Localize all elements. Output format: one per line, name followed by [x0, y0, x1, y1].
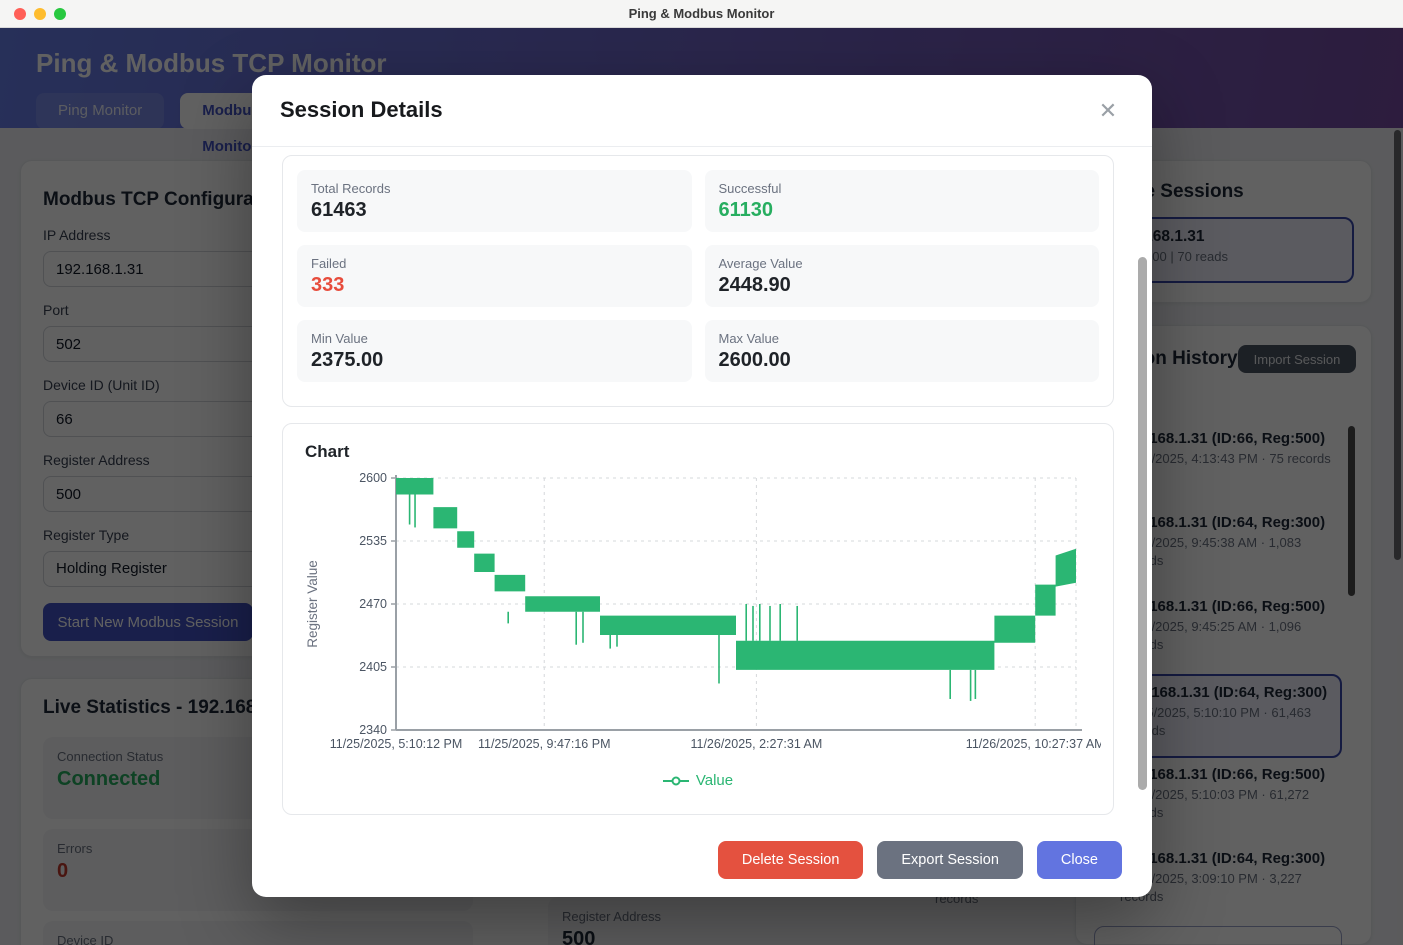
svg-text:2405: 2405: [359, 660, 387, 674]
modal-stat-successful: Successful 61130: [704, 170, 1099, 232]
stat-value: 2448.90: [718, 274, 791, 296]
chart-legend: Value: [283, 772, 1113, 789]
svg-text:2470: 2470: [359, 597, 387, 611]
stat-label: Average Value: [718, 256, 803, 271]
session-details-modal: Session Details ✕ Total Records 61463 Su…: [252, 75, 1152, 897]
svg-text:Register Value: Register Value: [305, 560, 320, 648]
svg-text:2340: 2340: [359, 723, 387, 737]
stat-label: Failed: [311, 256, 347, 271]
modal-header-divider: [252, 146, 1152, 147]
chart-title: Chart: [305, 442, 350, 461]
modal-chart-panel: Chart 2340 2405 2470 2535 2600 11/25/2025, 5:…: [282, 423, 1114, 815]
legend-marker-icon: [662, 776, 689, 785]
stat-label: Max Value: [718, 331, 779, 346]
svg-text:11/26/2025, 2:27:31 AM: 11/26/2025, 2:27:31 AM: [690, 737, 822, 751]
modal-close-button[interactable]: Close: [1036, 841, 1122, 879]
delete-session-button[interactable]: Delete Session: [717, 841, 864, 879]
svg-text:11/26/2025, 10:27:37 AM: 11/26/2025, 10:27:37 AM: [966, 737, 1101, 751]
stat-value: 2375.00: [311, 349, 384, 371]
register-value-chart: 2340 2405 2470 2535 2600 11/25/2025, 5:10:12 …: [291, 468, 1105, 773]
export-session-button[interactable]: Export Session: [877, 841, 1023, 879]
modal-footer: Delete Session Export Session Close: [717, 841, 1122, 879]
window-scrollbar-thumb[interactable]: [1394, 130, 1401, 560]
close-icon[interactable]: ✕: [1092, 95, 1124, 127]
modal-stat-max-value: Max Value 2600.00: [704, 320, 1099, 382]
stat-value: 61130: [718, 199, 774, 221]
svg-text:11/25/2025, 5:10:12 PM: 11/25/2025, 5:10:12 PM: [330, 737, 463, 751]
modal-scrollbar-thumb[interactable]: [1138, 257, 1147, 790]
stat-label: Min Value: [311, 331, 368, 346]
svg-text:2600: 2600: [359, 471, 387, 485]
stat-label: Successful: [718, 181, 782, 196]
titlebar: Ping & Modbus Monitor: [0, 0, 1403, 28]
window-zoom-icon[interactable]: [54, 8, 66, 20]
window-close-icon[interactable]: [14, 8, 26, 20]
stat-label: Total Records: [311, 181, 391, 196]
stat-value: 333: [311, 274, 345, 296]
window-minimize-icon[interactable]: [34, 8, 46, 20]
modal-stat-total-records: Total Records 61463: [297, 170, 692, 232]
stat-value: 61463: [311, 199, 367, 221]
modal-stats-panel: Total Records 61463 Successful 61130 Fai…: [282, 155, 1114, 407]
legend-label: Value: [695, 772, 734, 789]
stat-value: 2600.00: [718, 349, 791, 371]
svg-text:2535: 2535: [359, 534, 387, 548]
svg-text:11/25/2025, 9:47:16 PM: 11/25/2025, 9:47:16 PM: [478, 737, 611, 751]
window-title: Ping & Modbus Monitor: [628, 6, 775, 21]
modal-title: Session Details: [280, 97, 443, 122]
modal-stat-average-value: Average Value 2448.90: [704, 245, 1099, 307]
modal-stat-min-value: Min Value 2375.00: [297, 320, 692, 382]
modal-stat-failed: Failed 333: [297, 245, 692, 307]
